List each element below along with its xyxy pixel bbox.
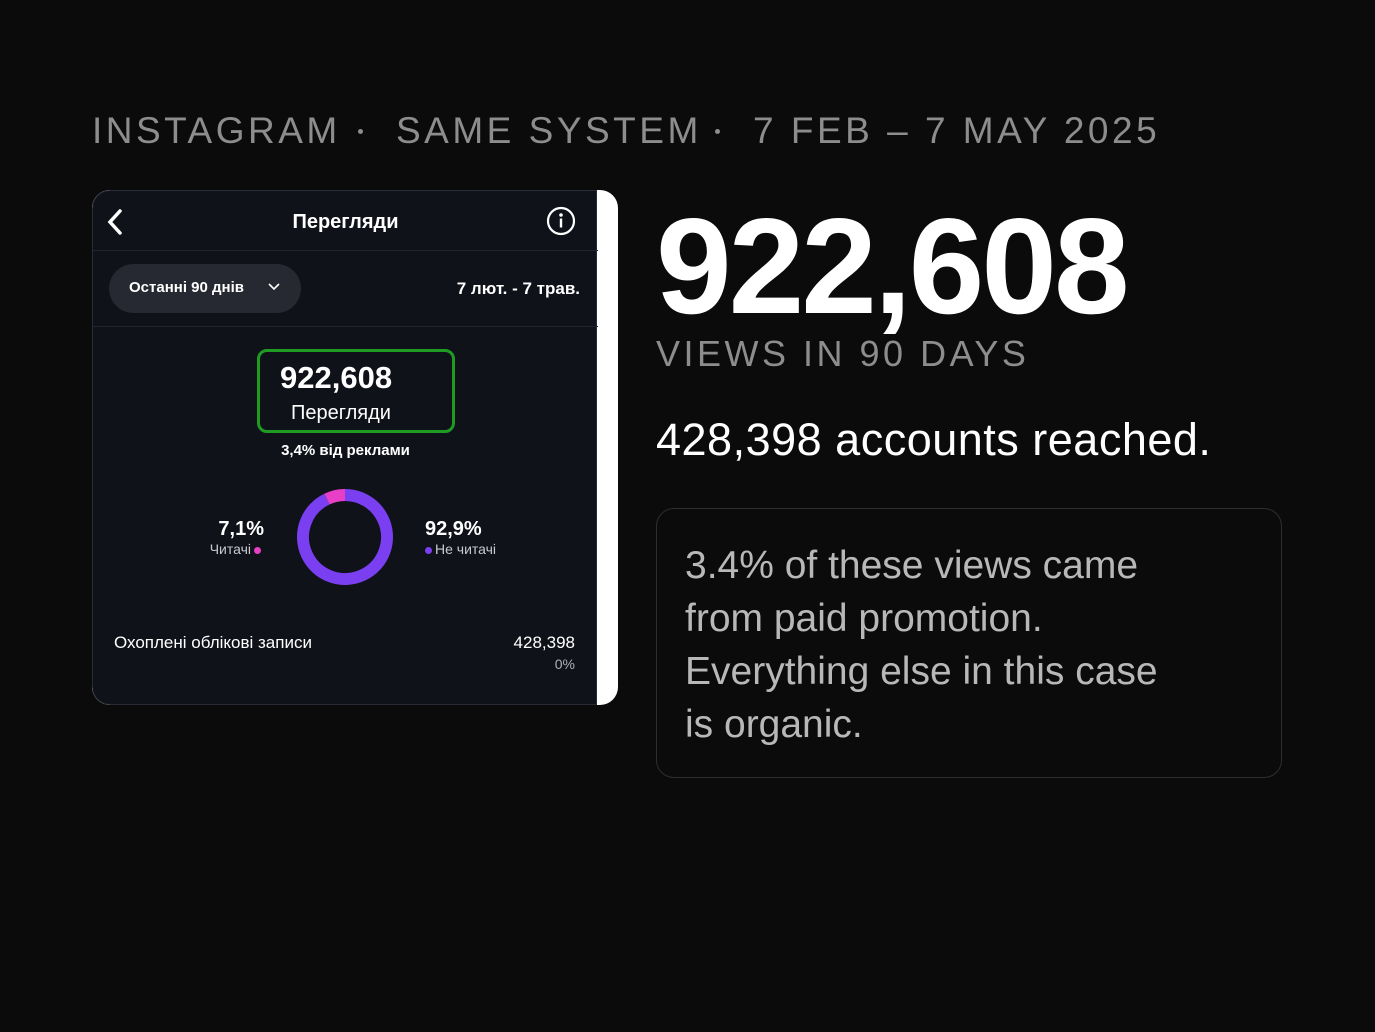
ads-share: 3,4% від реклами [281,442,410,459]
reached-value: 428,398 [513,633,575,652]
legend-value: 7,1% [218,518,264,540]
legend-right: 92,9% Не читачі [425,518,496,557]
reached-text: 428,398 accounts reached. [656,414,1212,465]
divider [93,326,598,327]
views-caption: VIEWS IN 90 DAYS [656,333,1030,374]
separator [715,129,720,134]
legend-value: 92,9% [425,518,482,540]
legend-name: Читачі [209,541,251,557]
legend-dot [425,546,432,554]
screen-title: Перегляди [292,211,399,233]
donut-segment [297,489,393,585]
reached-label: Охоплені облікові записи [114,633,312,652]
highlight-box: 922,608 Перегляди [257,349,455,433]
info-icon[interactable] [545,206,577,238]
legend-name: Не читачі [435,541,497,557]
note-line: 3.4% of these views came [685,544,1139,587]
note-line: from paid promotion. [685,597,1043,640]
donut [297,489,393,585]
note-line: is organic. [685,703,863,746]
header-item: INSTAGRAM [92,110,341,151]
note-line: Everything else in this case [685,650,1158,693]
header-item: SAME SYSTEM [396,110,702,151]
range-button[interactable]: Останні 90 днів [109,264,301,313]
separator [358,129,363,134]
date-range: 7 лют. - 7 трав. [456,279,580,298]
phone-screenshot: Перегляди Останні 90 днів 7 лют. - 7 тра… [92,190,618,705]
legend-dot [254,546,261,554]
range-label: Останні 90 днів [129,279,244,296]
reached-change: 0% [554,656,575,672]
views-value: 922,608 [280,360,393,395]
views-label: Перегляди [291,402,391,424]
note-box: 3.4% of these views came from paid promo… [656,508,1282,778]
back-icon[interactable] [103,207,127,237]
chevron [268,283,280,291]
screen: Перегляди Останні 90 днів 7 лют. - 7 тра… [92,190,598,705]
views-total: 922,608 [656,190,1130,342]
divider [93,250,598,251]
legend-left: 7,1% Читачі [210,518,264,557]
header-item: 7 FEB – 7 MAY 2025 [753,110,1161,151]
